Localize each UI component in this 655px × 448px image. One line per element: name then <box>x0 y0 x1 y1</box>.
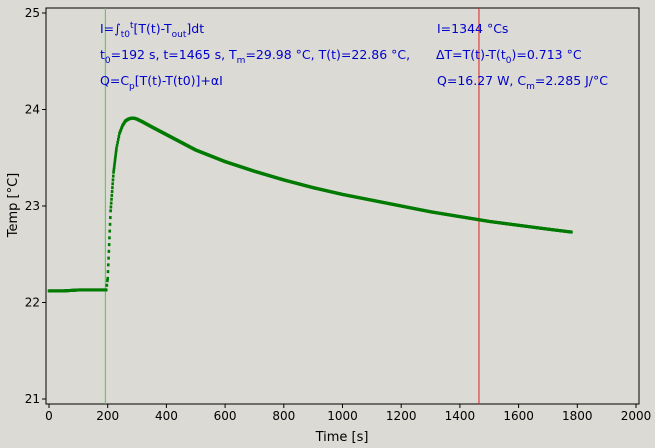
data-point <box>112 170 115 174</box>
data-point <box>107 249 111 253</box>
x-tick-label: 0 <box>45 409 53 423</box>
y-tick-label: 25 <box>25 6 40 20</box>
data-point <box>113 161 117 165</box>
x-tick-label: 200 <box>96 409 119 423</box>
data-point <box>118 130 122 134</box>
data-point <box>111 186 114 190</box>
data-point <box>109 209 112 213</box>
data-point <box>570 230 573 234</box>
x-tick-label: 600 <box>214 409 237 423</box>
x-tick-label: 1600 <box>503 409 534 423</box>
data-point <box>114 156 117 160</box>
data-point <box>115 146 118 150</box>
data-point <box>114 153 117 157</box>
x-tick-label: 1200 <box>386 409 417 423</box>
y-axis-ticks: 21 22 23 24 25 <box>25 6 46 406</box>
data-point <box>108 229 112 233</box>
data-point <box>111 174 115 178</box>
data-point <box>109 216 112 220</box>
data-point <box>108 236 111 240</box>
plot-area <box>45 7 640 405</box>
data-point <box>117 135 121 139</box>
data-point <box>109 205 113 209</box>
data-point <box>119 129 122 133</box>
data-point <box>110 193 114 197</box>
data-point <box>113 163 116 167</box>
data-point <box>105 283 109 287</box>
data-point <box>104 288 108 292</box>
y-tick-label: 23 <box>25 199 40 213</box>
data-point <box>118 132 121 136</box>
y-tick-label: 22 <box>25 296 40 310</box>
data-point <box>116 140 119 144</box>
data-point <box>109 201 113 205</box>
data-point <box>119 127 123 131</box>
y-tick-label: 24 <box>25 103 40 117</box>
annotation-heat-values: Q=16.27 W, Cm=2.285 J/°C <box>437 73 608 92</box>
data-point <box>114 149 118 153</box>
data-point <box>108 222 112 226</box>
data-point <box>113 158 117 162</box>
data-point <box>111 178 115 182</box>
annotation-times-temps: t0=192 s, t=1465 s, Tm=29.98 °C, T(t)=22… <box>100 47 410 66</box>
data-point <box>106 276 109 280</box>
x-tick-label: 1400 <box>445 409 476 423</box>
data-point <box>120 125 124 129</box>
x-tick-label: 2000 <box>621 409 652 423</box>
data-point <box>106 263 110 267</box>
data-point <box>115 143 119 147</box>
x-axis-ticks: 0 200 400 600 800 1000 1200 1400 1600 1800 2000 <box>45 404 651 423</box>
y-tick-label: 21 <box>25 392 40 406</box>
data-point <box>110 190 114 194</box>
x-tick-label: 800 <box>272 409 295 423</box>
y-axis-label: Temp [°C] <box>6 173 21 239</box>
annotation-heat-formula: Q=Cp[T(t)-T(t0)]+αI <box>100 73 223 92</box>
data-point <box>112 168 116 172</box>
data-point <box>106 270 110 274</box>
annotation-integral-formula: I=∫t0t[T(t)-Tout]dt <box>100 21 204 40</box>
data-point <box>112 165 116 169</box>
x-tick-label: 400 <box>155 409 178 423</box>
data-point <box>116 137 120 141</box>
data-point <box>111 182 114 186</box>
data-point <box>114 151 118 155</box>
x-tick-label: 1800 <box>562 409 593 423</box>
data-point <box>107 256 110 260</box>
annotation-delta-t: ΔT=T(t)-T(t0)=0.713 °C <box>436 47 582 66</box>
data-point <box>110 197 113 201</box>
x-tick-label: 1000 <box>327 409 358 423</box>
annotation-integral-value: I=1344 °Cs <box>437 21 508 36</box>
x-axis-label: Time [s] <box>315 430 369 445</box>
temperature-series <box>47 116 573 293</box>
data-point <box>106 279 109 283</box>
vertical-markers <box>104 8 480 404</box>
data-point <box>107 243 111 247</box>
